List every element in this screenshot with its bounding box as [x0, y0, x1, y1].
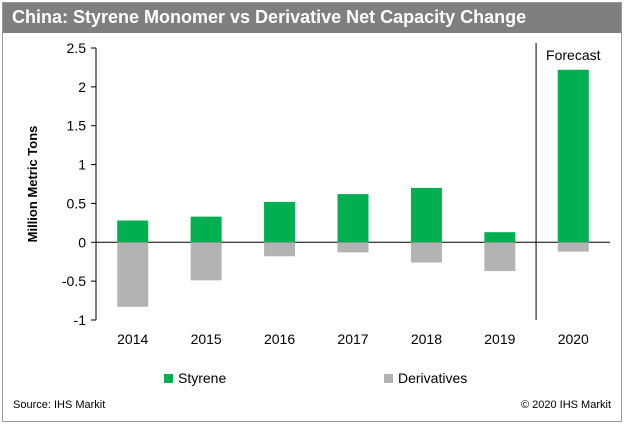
x-tick-label: 2014	[117, 331, 148, 347]
bar-derivatives-2018	[410, 242, 442, 263]
x-tick-label: 2020	[558, 331, 589, 347]
x-tick-label: 2019	[484, 331, 515, 347]
bar-derivatives-2015	[190, 242, 222, 281]
y-tick-label: 0.5	[67, 195, 87, 211]
source-note: Source: IHS Markit	[13, 399, 106, 411]
bar-styrene-2014	[117, 220, 149, 243]
legend-label-derivatives: Derivatives	[398, 370, 467, 386]
y-tick-label: -1	[74, 312, 87, 328]
bar-styrene-2020	[557, 69, 589, 243]
bar-styrene-2016	[264, 201, 296, 243]
y-tick-label: -0.5	[62, 273, 86, 289]
legend-swatch-styrene	[164, 374, 173, 383]
bar-derivatives-2019	[484, 242, 516, 272]
x-tick-label: 2016	[264, 331, 295, 347]
title-bar: China: Styrene Monomer vs Derivative Net…	[3, 3, 621, 33]
bar-styrene-2019	[484, 232, 516, 243]
bar-derivatives-2017	[337, 242, 369, 253]
x-tick-label: 2015	[191, 331, 222, 347]
y-tick-label: 0	[78, 234, 86, 250]
x-tick-label: 2018	[411, 331, 442, 347]
forecast-label: Forecast	[546, 47, 601, 63]
bar-styrene-2015	[190, 216, 222, 243]
bar-derivatives-2014	[117, 242, 149, 307]
bar-styrene-2017	[337, 194, 369, 243]
y-tick-label: 2	[78, 79, 86, 95]
legend-label-styrene: Styrene	[178, 370, 226, 386]
bar-styrene-2018	[410, 187, 442, 243]
y-tick-label: 1.5	[67, 118, 87, 134]
chart-frame: China: Styrene Monomer vs Derivative Net…	[2, 2, 622, 422]
copyright-note: © 2020 IHS Markit	[520, 399, 611, 411]
chart-title: China: Styrene Monomer vs Derivative Net…	[12, 7, 527, 27]
y-tick-label: 2.5	[67, 40, 87, 56]
x-tick-label: 2017	[337, 331, 368, 347]
y-axis-label: Million Metric Tons	[25, 126, 40, 243]
y-tick-label: 1	[78, 157, 86, 173]
bar-derivatives-2020	[557, 242, 589, 252]
bar-derivatives-2016	[264, 242, 296, 257]
legend-swatch-derivatives	[384, 374, 393, 383]
